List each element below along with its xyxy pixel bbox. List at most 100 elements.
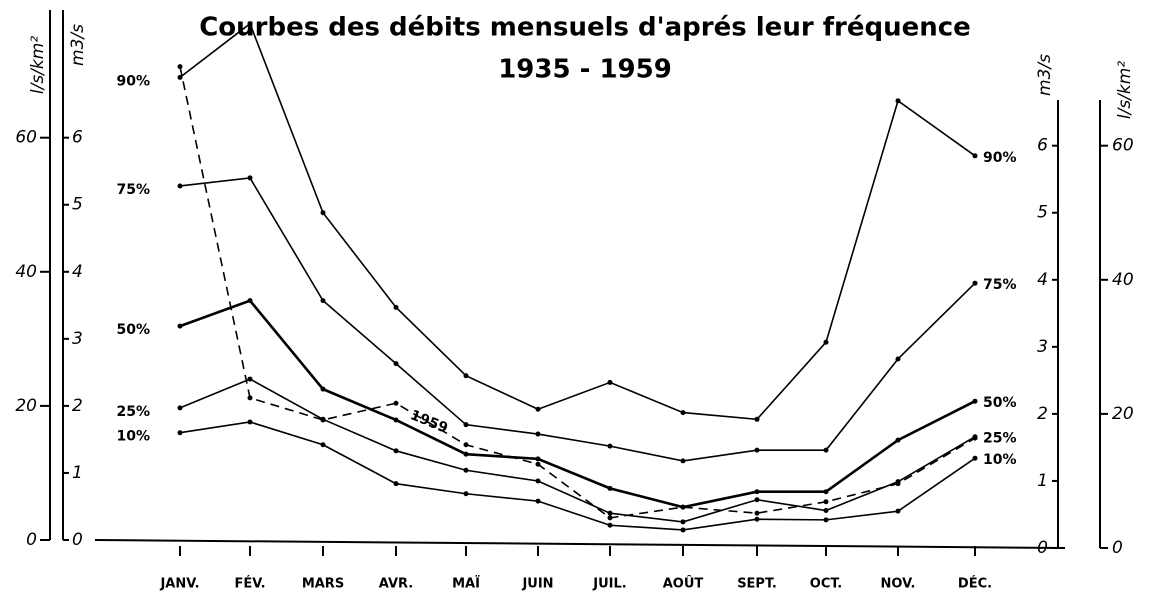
point	[607, 379, 613, 385]
point	[895, 356, 901, 362]
point	[463, 451, 469, 457]
point	[535, 498, 541, 504]
point	[320, 417, 326, 423]
x-tick-label: JUIL.	[592, 577, 626, 592]
point	[607, 510, 613, 516]
point	[393, 361, 399, 367]
point	[895, 481, 901, 487]
y2-tick-label: 60	[15, 128, 37, 148]
point	[895, 508, 901, 514]
point	[535, 406, 541, 412]
point	[823, 517, 829, 523]
point	[535, 431, 541, 437]
series-label-right: 10%	[983, 452, 1017, 468]
series-label-right: 50%	[983, 395, 1017, 411]
point	[535, 478, 541, 484]
point	[607, 485, 613, 491]
y-tick-label-right: 3	[1037, 337, 1048, 357]
point	[823, 339, 829, 345]
chart-title: Courbes des débits mensuels d'aprés leur…	[199, 13, 971, 43]
x-tick-label: AVR.	[379, 577, 413, 592]
series-line	[179, 22, 976, 421]
point	[972, 398, 978, 404]
x-tick-label: AOÛT	[663, 576, 704, 592]
point	[247, 21, 253, 27]
y2-tick-label: 20	[15, 396, 37, 416]
point	[177, 74, 183, 80]
series-label-right: 75%	[983, 277, 1017, 293]
x-tick-label: DÉC.	[958, 576, 992, 592]
x-tick-label: SEPT.	[737, 577, 777, 592]
point	[393, 304, 399, 310]
point	[177, 405, 183, 411]
point	[680, 458, 686, 464]
point	[177, 323, 183, 329]
y-tick-label: 6	[72, 128, 83, 148]
point	[463, 467, 469, 473]
y2-axis-label-right: l/s/km²	[1115, 61, 1135, 119]
point	[463, 491, 469, 497]
point	[320, 210, 326, 216]
point	[972, 435, 978, 441]
series-line	[179, 421, 976, 531]
y2-tick-label: 0	[26, 530, 37, 550]
series-label-left: 25%	[116, 404, 150, 420]
point	[972, 153, 978, 159]
x-tick-label: NOV.	[881, 577, 916, 592]
point	[463, 373, 469, 379]
y-tick-label: 4	[72, 262, 83, 282]
point	[247, 419, 253, 425]
point	[895, 437, 901, 443]
point	[320, 442, 326, 448]
y-axis-label-right: m3/s	[1035, 54, 1055, 96]
y-tick-label-right: 0	[1037, 538, 1048, 558]
y-axis-label: m3/s	[68, 24, 88, 66]
point	[535, 461, 541, 467]
y2-tick-label-right: 60	[1112, 136, 1134, 156]
series-line	[179, 66, 976, 519]
point	[680, 410, 686, 416]
series-line	[179, 299, 976, 509]
point	[823, 489, 829, 495]
point	[320, 386, 326, 392]
point	[680, 504, 686, 510]
point	[680, 527, 686, 533]
x-tick-label: MARS	[302, 577, 344, 592]
point	[393, 481, 399, 487]
y-tick-label: 2	[72, 396, 83, 416]
y2-tick-label-right: 20	[1112, 404, 1134, 424]
point	[177, 64, 183, 70]
series-label-left: 10%	[116, 429, 150, 445]
y2-axis-label: l/s/km²	[28, 36, 48, 94]
y-tick-label-right: 4	[1037, 270, 1048, 290]
point	[177, 183, 183, 189]
point	[393, 448, 399, 454]
point	[754, 489, 760, 495]
point	[607, 522, 613, 528]
point	[754, 416, 760, 422]
x-axis-line	[94, 539, 1066, 549]
point	[393, 417, 399, 423]
point	[247, 395, 253, 401]
point	[607, 443, 613, 449]
series-label-left: 50%	[116, 322, 150, 338]
point	[680, 519, 686, 525]
series-annotation: 1959	[408, 407, 450, 436]
y2-tick-label-right: 0	[1112, 538, 1123, 558]
y-tick-label-right: 5	[1037, 203, 1048, 223]
point	[972, 280, 978, 286]
point	[463, 442, 469, 448]
y-tick-label: 1	[72, 463, 83, 483]
point	[247, 175, 253, 181]
point	[607, 515, 613, 521]
x-tick-label: JUIN	[521, 577, 553, 592]
y2-tick-label: 40	[15, 262, 37, 282]
point	[972, 455, 978, 461]
x-tick-label: FÉV.	[234, 576, 265, 592]
x-tick-label: OCT.	[810, 577, 842, 592]
series-line	[179, 177, 976, 462]
point	[754, 516, 760, 522]
x-tick-label: JANV.	[159, 577, 199, 592]
x-tick-label: MAÏ	[452, 576, 480, 592]
chart-subtitle: 1935 - 1959	[498, 55, 672, 85]
